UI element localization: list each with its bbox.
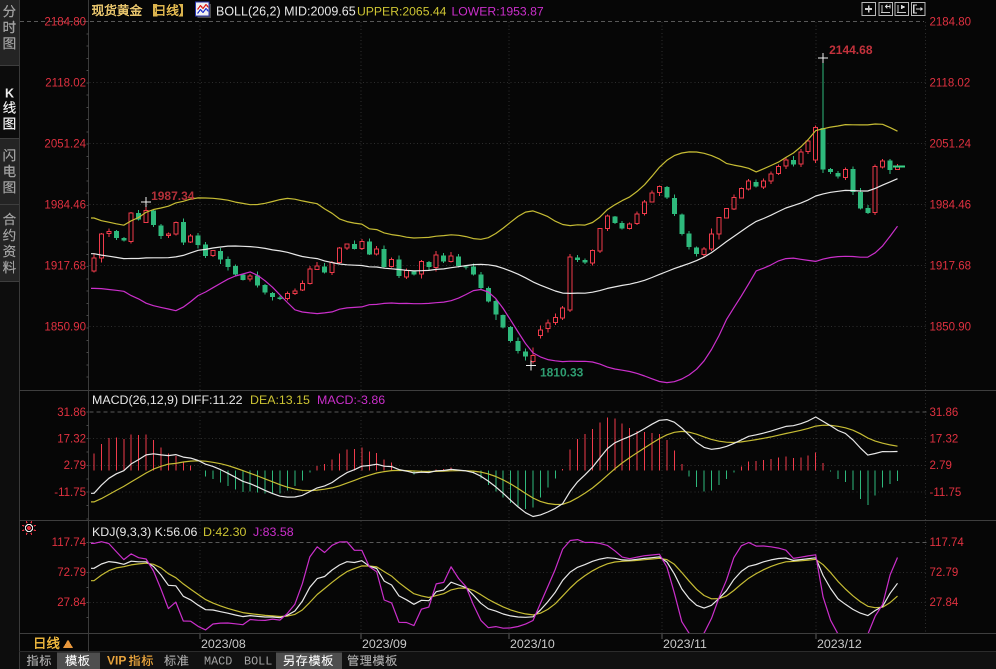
svg-text:31.86: 31.86 (57, 407, 86, 419)
svg-text:KDJ(9,3,3) K:56.06: KDJ(9,3,3) K:56.06 (92, 525, 197, 539)
svg-text:2118.02: 2118.02 (45, 77, 86, 89)
svg-text:-11.75: -11.75 (54, 487, 86, 499)
svg-text:1810.33: 1810.33 (540, 366, 584, 380)
svg-text:K: K (5, 87, 14, 101)
svg-text:72.79: 72.79 (930, 567, 959, 579)
svg-text:27.84: 27.84 (930, 597, 959, 609)
svg-text:2023/11: 2023/11 (663, 637, 707, 651)
svg-text:1984.46: 1984.46 (930, 199, 972, 211)
svg-text:2051.24: 2051.24 (930, 138, 972, 150)
svg-text:72.79: 72.79 (57, 567, 86, 579)
svg-text:VIP: VIP (107, 654, 126, 668)
svg-text:2023/10: 2023/10 (510, 637, 555, 651)
svg-text:2144.68: 2144.68 (829, 43, 873, 57)
svg-text:DEA:13.15: DEA:13.15 (250, 393, 310, 407)
svg-text:1984.46: 1984.46 (44, 199, 86, 211)
svg-text:117.74: 117.74 (52, 537, 87, 549)
svg-text:BOLL(26,2) MID:2009.65: BOLL(26,2) MID:2009.65 (216, 5, 356, 19)
svg-text:1987.34: 1987.34 (151, 189, 195, 203)
svg-text:D:42.30: D:42.30 (203, 525, 247, 539)
svg-text:LOWER:1953.87: LOWER:1953.87 (452, 5, 544, 19)
svg-text:2023/12: 2023/12 (817, 637, 862, 651)
svg-text:UPPER:2065.44: UPPER:2065.44 (357, 5, 447, 19)
svg-text:MACD: MACD (204, 655, 232, 669)
svg-text:2023/08: 2023/08 (201, 637, 246, 651)
svg-text:J:83.58: J:83.58 (253, 525, 294, 539)
svg-text:2118.02: 2118.02 (930, 77, 971, 89)
svg-text:2184.80: 2184.80 (930, 16, 972, 28)
svg-text:2.79: 2.79 (930, 460, 952, 472)
svg-text:2051.24: 2051.24 (44, 138, 86, 150)
svg-text:1917.68: 1917.68 (44, 260, 86, 272)
svg-text:17.32: 17.32 (930, 434, 959, 446)
svg-text:117.74: 117.74 (930, 537, 965, 549)
svg-text:1850.90: 1850.90 (44, 321, 86, 333)
svg-text:17.32: 17.32 (57, 434, 86, 446)
svg-text:2.79: 2.79 (64, 460, 86, 472)
svg-text:MACD:-3.86: MACD:-3.86 (317, 393, 385, 407)
svg-text:BOLL: BOLL (244, 655, 272, 669)
svg-text:-11.75: -11.75 (930, 487, 962, 499)
svg-text:1850.90: 1850.90 (930, 321, 972, 333)
svg-text:27.84: 27.84 (57, 597, 86, 609)
svg-text:31.86: 31.86 (930, 407, 959, 419)
svg-text:2023/09: 2023/09 (362, 637, 407, 651)
svg-text:MACD(26,12,9) DIFF:11.22: MACD(26,12,9) DIFF:11.22 (92, 393, 243, 407)
svg-text:2184.80: 2184.80 (44, 16, 86, 28)
svg-text:1917.68: 1917.68 (930, 260, 972, 272)
